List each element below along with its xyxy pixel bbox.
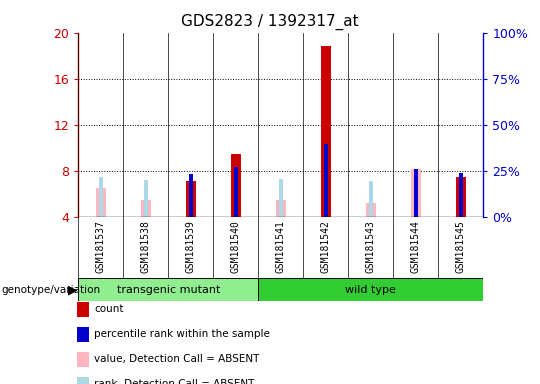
Text: genotype/variation: genotype/variation (1, 285, 100, 295)
Text: GDS2823 / 1392317_at: GDS2823 / 1392317_at (181, 13, 359, 30)
Bar (96, 188, 106, 217)
Text: GSM181545: GSM181545 (456, 220, 466, 273)
Text: value, Detection Call = ABSENT: value, Detection Call = ABSENT (94, 354, 260, 364)
Text: GSM181543: GSM181543 (366, 220, 376, 273)
Text: GSM181544: GSM181544 (411, 220, 421, 273)
Text: rank, Detection Call = ABSENT: rank, Detection Call = ABSENT (94, 379, 255, 384)
Bar (368, 181, 373, 217)
Bar (321, 46, 330, 217)
Bar (276, 200, 286, 217)
Text: ▶: ▶ (68, 283, 78, 296)
Text: wild type: wild type (346, 285, 396, 295)
Bar (456, 177, 465, 217)
Bar (231, 154, 241, 217)
Bar (458, 173, 463, 217)
Text: GSM181541: GSM181541 (276, 220, 286, 273)
Text: GSM181540: GSM181540 (231, 220, 241, 273)
Text: transgenic mutant: transgenic mutant (117, 285, 220, 295)
Bar (414, 169, 418, 217)
Bar (258, 278, 483, 301)
Bar (414, 169, 418, 217)
Bar (141, 200, 151, 217)
Text: GSM181537: GSM181537 (96, 220, 106, 273)
Text: GSM181542: GSM181542 (321, 220, 331, 273)
Bar (144, 180, 148, 217)
Bar (78, 278, 258, 301)
Bar (366, 203, 376, 217)
Text: count: count (94, 304, 124, 314)
Text: GSM181539: GSM181539 (186, 220, 196, 273)
Bar (323, 144, 328, 217)
Text: GSM181538: GSM181538 (141, 220, 151, 273)
Bar (186, 181, 195, 217)
Text: percentile rank within the sample: percentile rank within the sample (94, 329, 271, 339)
Bar (234, 167, 238, 217)
Bar (411, 169, 421, 217)
Bar (98, 177, 103, 217)
Bar (279, 179, 283, 217)
Bar (188, 174, 193, 217)
